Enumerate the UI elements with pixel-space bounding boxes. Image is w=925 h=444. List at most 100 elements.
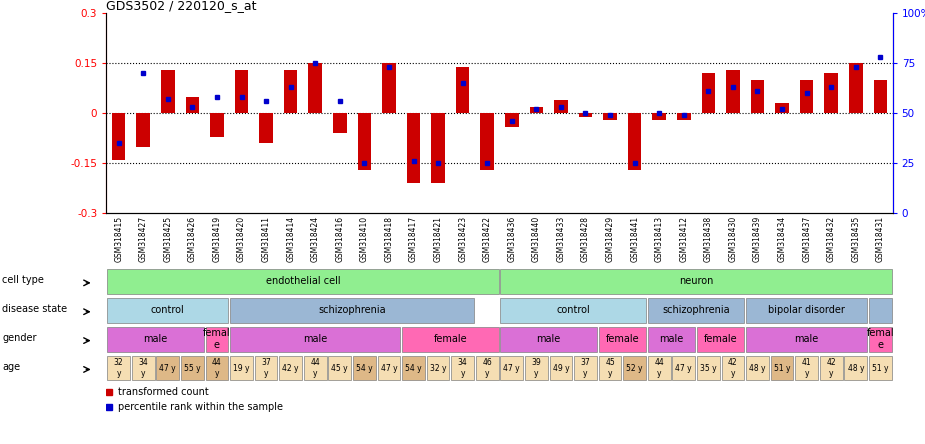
Bar <box>431 113 445 183</box>
Bar <box>845 356 867 381</box>
Bar <box>500 327 597 352</box>
Text: GSM318414: GSM318414 <box>286 216 295 262</box>
Text: GSM318416: GSM318416 <box>335 216 344 262</box>
Bar <box>480 113 494 170</box>
Text: GSM318411: GSM318411 <box>262 216 271 262</box>
Text: endothelial cell: endothelial cell <box>265 277 340 286</box>
Bar <box>549 356 573 381</box>
Bar <box>284 70 298 113</box>
Text: GSM318413: GSM318413 <box>655 216 664 262</box>
Bar <box>328 356 352 381</box>
Bar <box>746 298 867 323</box>
Bar <box>726 70 740 113</box>
Bar <box>112 113 126 160</box>
Text: 44
y: 44 y <box>212 358 222 378</box>
Text: 37
y: 37 y <box>581 358 590 378</box>
Text: GSM318432: GSM318432 <box>827 216 835 262</box>
Bar <box>598 327 646 352</box>
Text: control: control <box>556 305 590 315</box>
Bar <box>870 298 892 323</box>
Text: 32
y: 32 y <box>114 358 123 378</box>
Bar <box>820 356 843 381</box>
Bar <box>259 113 273 143</box>
Text: schizophrenia: schizophrenia <box>662 305 730 315</box>
Bar <box>210 113 224 137</box>
Bar <box>775 103 789 113</box>
Bar <box>648 327 695 352</box>
Text: 54 y: 54 y <box>356 364 373 373</box>
Bar <box>771 356 794 381</box>
Text: 39
y: 39 y <box>532 358 541 378</box>
Text: 48 y: 48 y <box>749 364 766 373</box>
Text: male: male <box>303 334 327 344</box>
Text: GSM318417: GSM318417 <box>409 216 418 262</box>
Text: 32 y: 32 y <box>430 364 447 373</box>
Bar <box>722 356 745 381</box>
Text: 49 y: 49 y <box>552 364 569 373</box>
Text: 42 y: 42 y <box>282 364 299 373</box>
Text: gender: gender <box>2 333 36 343</box>
Bar <box>598 356 622 381</box>
Text: GSM318441: GSM318441 <box>630 216 639 262</box>
Bar <box>304 356 327 381</box>
Text: 47 y: 47 y <box>675 364 692 373</box>
Text: 51 y: 51 y <box>872 364 889 373</box>
Bar <box>648 298 745 323</box>
Text: GSM318415: GSM318415 <box>114 216 123 262</box>
Bar <box>824 73 838 113</box>
Bar <box>677 113 691 120</box>
Bar <box>746 327 867 352</box>
Bar <box>353 356 376 381</box>
Bar <box>628 113 641 170</box>
Bar <box>751 80 764 113</box>
Text: 48 y: 48 y <box>847 364 864 373</box>
Text: GSM318419: GSM318419 <box>213 216 221 262</box>
Bar <box>161 70 175 113</box>
Bar <box>333 113 347 133</box>
Text: 44
y: 44 y <box>654 358 664 378</box>
Text: GSM318424: GSM318424 <box>311 216 320 262</box>
Text: GSM318431: GSM318431 <box>876 216 885 262</box>
Bar <box>230 327 401 352</box>
Bar <box>181 356 204 381</box>
Text: GSM318436: GSM318436 <box>507 216 516 262</box>
Text: GSM318437: GSM318437 <box>802 216 811 262</box>
Text: femal
e: femal e <box>204 329 230 350</box>
Text: 51 y: 51 y <box>774 364 790 373</box>
Text: GDS3502 / 220120_s_at: GDS3502 / 220120_s_at <box>106 0 257 12</box>
Text: GSM318422: GSM318422 <box>483 216 492 262</box>
Bar <box>107 269 499 294</box>
Text: GSM318423: GSM318423 <box>458 216 467 262</box>
Text: GSM318433: GSM318433 <box>557 216 565 262</box>
Text: control: control <box>151 305 185 315</box>
Bar <box>230 356 253 381</box>
Bar <box>672 356 695 381</box>
Bar <box>407 113 420 183</box>
Text: 19 y: 19 y <box>233 364 250 373</box>
Bar <box>796 356 818 381</box>
Text: 45
y: 45 y <box>605 358 615 378</box>
Text: 41
y: 41 y <box>802 358 811 378</box>
Bar <box>382 63 396 113</box>
Bar <box>500 356 524 381</box>
Bar <box>156 356 179 381</box>
Bar <box>701 73 715 113</box>
Bar <box>402 356 425 381</box>
Bar <box>697 356 720 381</box>
Text: 46
y: 46 y <box>482 358 492 378</box>
Text: percentile rank within the sample: percentile rank within the sample <box>118 401 283 412</box>
Bar <box>574 356 597 381</box>
Text: bipolar disorder: bipolar disorder <box>768 305 845 315</box>
Bar <box>308 63 322 113</box>
Text: 44
y: 44 y <box>311 358 320 378</box>
Text: GSM318425: GSM318425 <box>164 216 172 262</box>
Bar <box>623 356 646 381</box>
Text: GSM318439: GSM318439 <box>753 216 762 262</box>
Text: 34
y: 34 y <box>139 358 148 378</box>
Text: GSM318421: GSM318421 <box>434 216 442 262</box>
Text: age: age <box>2 362 20 372</box>
Text: female: female <box>606 334 639 344</box>
Text: 35 y: 35 y <box>700 364 717 373</box>
Text: 47 y: 47 y <box>159 364 176 373</box>
Text: 37
y: 37 y <box>261 358 271 378</box>
